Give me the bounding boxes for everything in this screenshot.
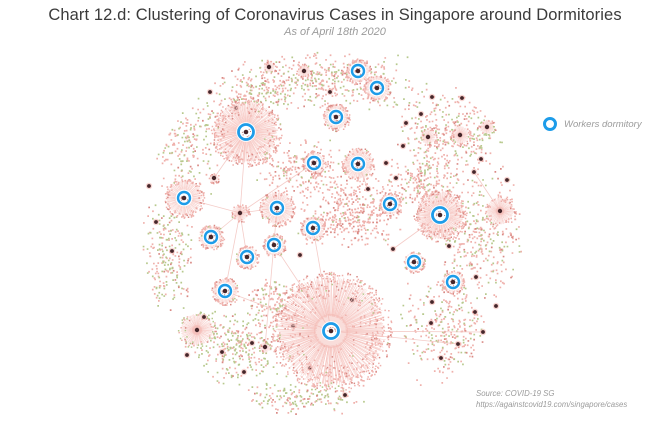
chart-subtitle: As of April 18th 2020 [284, 26, 386, 38]
dormitory-ring-icon [543, 117, 557, 131]
source-credit: Source: COVID-19 SG https://againstcovid… [476, 388, 627, 411]
legend-label: Workers dormitory [564, 118, 642, 130]
page-title: Chart 12.d: Clustering of Coronavirus Ca… [48, 6, 622, 24]
source-line: Source: COVID-19 SG [476, 389, 555, 398]
legend: Workers dormitory [543, 117, 642, 131]
source-url: https://againstcovid19.com/singapore/cas… [476, 400, 628, 410]
